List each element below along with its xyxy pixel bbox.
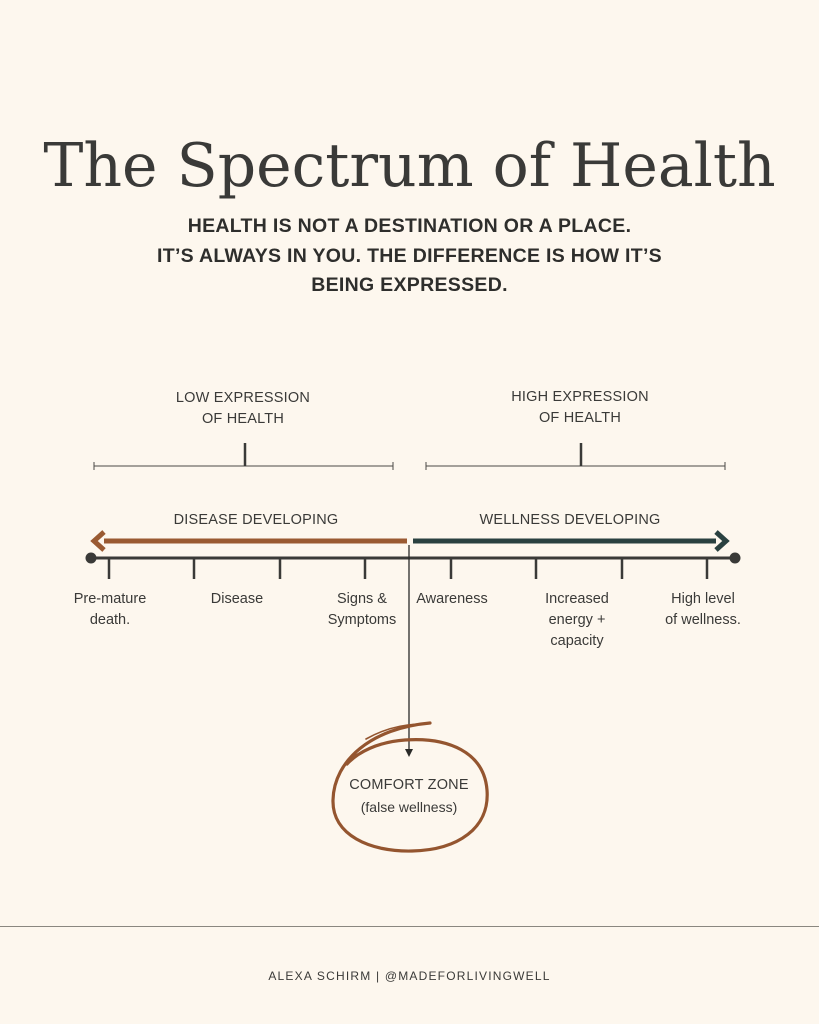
comfort-zone-pointer bbox=[405, 545, 413, 757]
label-line: LOW EXPRESSION bbox=[175, 390, 311, 406]
disease-developing-label: DISEASE DEVELOPING bbox=[173, 512, 339, 528]
subtitle-line: HEALTH IS NOT A DESTINATION OR A PLACE. bbox=[187, 215, 632, 237]
stage-label-disease: Disease bbox=[187, 589, 287, 610]
stage-label-increased-energy: Increased energy + capacity bbox=[527, 589, 627, 652]
low-expression-label: LOW EXPRESSION OF HEALTH bbox=[143, 388, 343, 430]
footer-divider bbox=[0, 926, 819, 927]
spectrum-axis bbox=[85, 552, 741, 564]
label-line: Increased bbox=[545, 591, 609, 607]
label-line: OF HEALTH bbox=[538, 410, 622, 426]
label-line: energy + bbox=[548, 612, 606, 628]
wellness-developing-label: WELLNESS DEVELOPING bbox=[479, 512, 661, 528]
label-line: Awareness bbox=[416, 591, 488, 607]
label-line: capacity bbox=[550, 633, 604, 649]
subtitle-line: BEING EXPRESSED. bbox=[311, 274, 508, 296]
comfort-zone-title: COMFORT ZONE bbox=[349, 777, 469, 793]
wellness-arrow bbox=[413, 530, 730, 552]
label-line: Disease bbox=[210, 591, 264, 607]
label-line: death. bbox=[89, 612, 131, 628]
label-line: of wellness. bbox=[665, 612, 741, 628]
label-line: OF HEALTH bbox=[201, 411, 285, 427]
stage-label-signs-symptoms: Signs & Symptoms bbox=[312, 589, 412, 631]
label-line: Pre-mature bbox=[73, 591, 147, 607]
page-title: The Spectrum of Health bbox=[43, 131, 776, 201]
stage-label-premature-death: Pre-mature death. bbox=[60, 589, 160, 631]
stage-label-high-wellness: High level of wellness. bbox=[653, 589, 753, 631]
subtitle-line: IT’S ALWAYS IN YOU. THE DIFFERENCE IS HO… bbox=[157, 244, 662, 267]
axis-ticks bbox=[107, 558, 709, 579]
stage-label-awareness: Awareness bbox=[402, 589, 502, 610]
label-line: High level bbox=[671, 591, 735, 607]
label-line: Symptoms bbox=[327, 612, 397, 628]
label-line: HIGH EXPRESSION bbox=[511, 389, 649, 405]
high-expression-label: HIGH EXPRESSION OF HEALTH bbox=[480, 387, 680, 429]
disease-arrow bbox=[90, 530, 407, 552]
low-expression-bracket bbox=[93, 443, 394, 470]
high-expression-bracket bbox=[425, 443, 726, 470]
footer-credit: ALEXA SCHIRM | @MADEFORLIVINGWELL bbox=[268, 969, 551, 983]
label-line: Signs & bbox=[337, 591, 387, 607]
comfort-zone-circle bbox=[331, 721, 489, 853]
subtitle: HEALTH IS NOT A DESTINATION OR A PLACE. … bbox=[0, 212, 819, 301]
comfort-zone-note: (false wellness) bbox=[360, 799, 458, 815]
